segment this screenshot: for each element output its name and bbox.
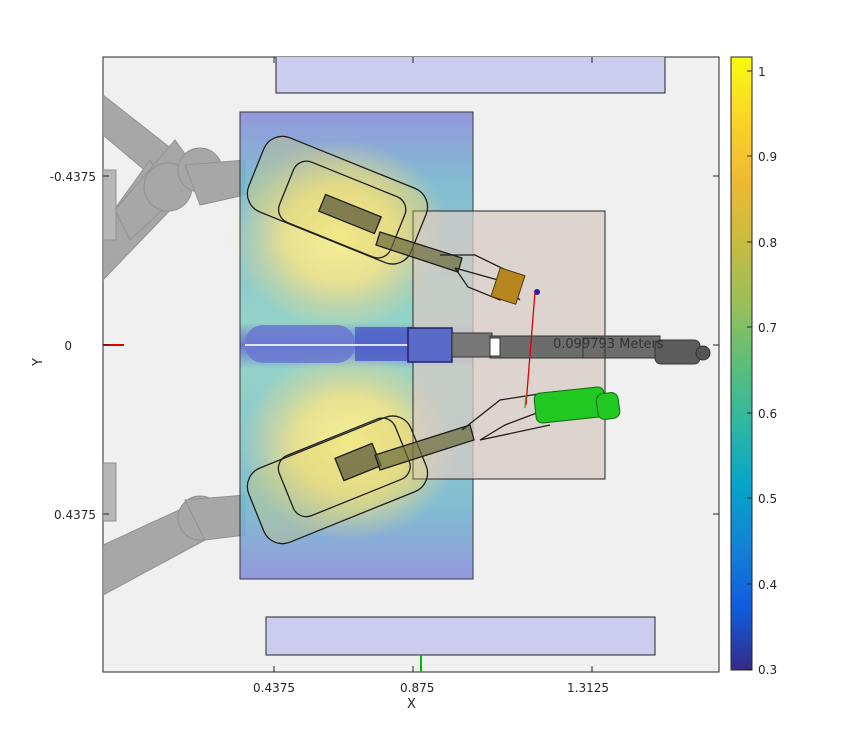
y-tick-label: -0.4375 <box>50 170 96 184</box>
grasped-object-gold <box>490 267 526 305</box>
distance-annotation: 0.099793 Meters <box>553 337 664 352</box>
y-tick-label: 0 <box>64 339 72 353</box>
colorbar-tick-label: 0.9 <box>758 150 777 164</box>
y-axis-label: Y <box>31 358 46 367</box>
central-arm <box>245 325 711 365</box>
colorbar-tick-label: 0.3 <box>758 663 777 677</box>
colorbar-tick-label: 0.5 <box>758 492 777 506</box>
robot-arm-base <box>103 94 246 596</box>
table-panel-top <box>275 57 666 94</box>
x-ticks <box>273 57 593 672</box>
x-tick-label: 1.3125 <box>567 681 609 695</box>
colorbar-tick-label: 0.6 <box>758 407 777 421</box>
gripper-green <box>533 386 621 424</box>
x-tick-label: 0.4375 <box>253 681 295 695</box>
colorbar-tick-label: 0.8 <box>758 236 777 250</box>
colorbar-ticks <box>747 70 752 670</box>
upper-gripper <box>246 135 521 301</box>
colorbar-tick-label: 1 <box>758 65 766 79</box>
colorbar-tick-label: 0.4 <box>758 578 777 592</box>
colorbar-tick-label: 0.7 <box>758 321 777 335</box>
table-panel-bottom <box>265 616 656 656</box>
x-tick-label: 0.875 <box>400 681 434 695</box>
lower-gripper <box>246 392 551 545</box>
y-ticks <box>103 175 719 515</box>
y-tick-label: 0.4375 <box>54 508 96 522</box>
distance-line <box>525 291 536 406</box>
x-axis-label: X <box>407 697 416 712</box>
colorbar <box>730 56 753 671</box>
